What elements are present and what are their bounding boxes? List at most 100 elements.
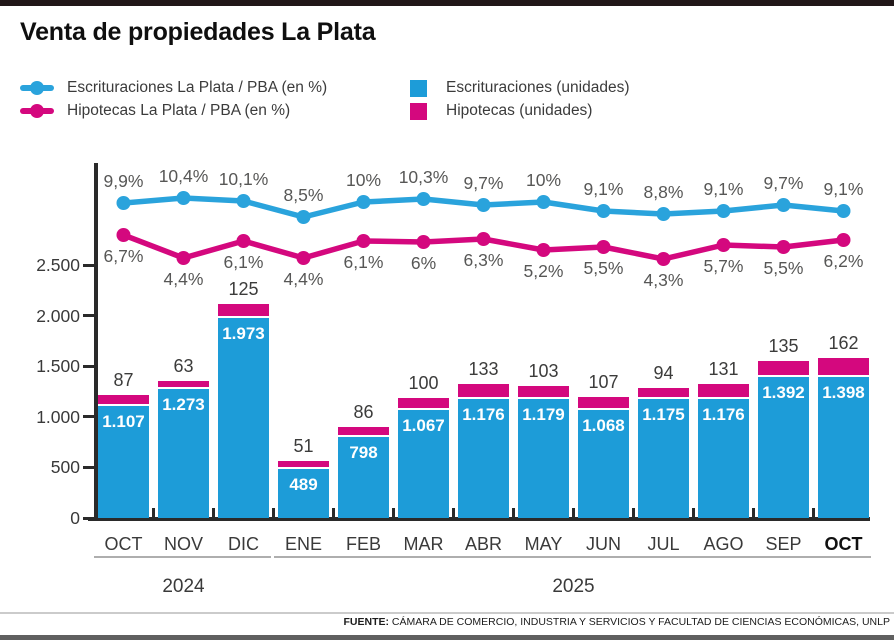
source-label: FUENTE: [343,616,389,628]
x-axis-tick [692,508,695,518]
year-label: 2024 [162,576,205,597]
line-point [296,210,311,224]
bar-hipotecas [578,397,629,410]
legend-item-hipotecas-units: Hipotecas (unidades) [410,99,592,123]
escrituraciones-pct-label: 9,7% [763,173,804,193]
bar-value-label: 798 [349,443,378,463]
month-label: MAY [524,534,563,554]
bar-escrituraciones [278,468,329,518]
x-axis-tick [332,508,335,518]
bar-value-label: 1.392 [762,383,805,403]
bar-value-label: 489 [289,474,318,494]
bar-hipotecas [98,395,149,406]
escrituraciones-pct-label: 9,7% [463,173,504,193]
source-note: FUENTE: CÁMARA DE COMERCIO, INDUSTRIA Y … [343,616,890,628]
bar-value-label: 1.179 [522,404,565,424]
line-point [656,207,671,221]
x-axis-tick [272,508,275,518]
line-point [716,238,731,252]
y-axis-tick [83,415,94,419]
bar-escrituraciones [578,409,629,518]
bar-hipotecas [398,397,449,410]
line-point [416,192,431,206]
line-point [536,195,551,209]
footer-divider [0,612,894,614]
y-axis-tick [83,314,94,318]
bar-hipotecas [518,386,569,399]
escrituraciones-pct-label: 9,1% [703,179,744,199]
hipotecas-count-label: 86 [353,401,374,422]
y-axis-tick [83,364,94,368]
bar-hipotecas [698,383,749,399]
year-group-underline [94,556,271,558]
line-point [476,198,491,212]
bar-hipotecas [638,387,689,400]
bar-hipotecas [218,303,269,319]
hipotecas-pct-label: 4,4% [283,269,324,289]
hipotecas-count-label: 103 [528,361,559,382]
bar-escrituraciones [218,318,269,518]
escrituraciones-pct-label: 9,9% [103,171,144,191]
year-label: 2025 [552,576,595,597]
line-point [116,228,131,242]
line-point [116,196,131,210]
legend-label: Hipotecas La Plata / PBA (en %) [67,102,291,119]
bar-escrituraciones [518,398,569,518]
magenta-square-marker-icon [410,102,427,120]
bar-hipotecas [818,358,869,377]
escrituraciones-pct-label: 8,8% [643,182,684,202]
y-axis-line [94,163,98,520]
line-point [536,243,551,257]
bar-hipotecas [458,383,509,399]
x-axis-line [88,517,870,521]
escrituraciones-pct-label: 10,3% [398,167,449,187]
line-point [836,233,851,247]
bar-value-label: 1.067 [402,416,445,436]
x-axis-tick [392,508,395,518]
line-point [656,252,671,266]
line-point [776,198,791,212]
month-label: JUL [647,534,680,554]
bar-escrituraciones [98,405,149,518]
y-axis-label: 1.500 [36,356,80,377]
y-axis-label: 2.000 [36,305,80,326]
legend-item-escrituraciones-units: Escrituraciones (unidades) [410,76,630,100]
bar-value-label: 1.175 [642,405,685,425]
line-point [296,251,311,265]
escrituraciones-pct-label: 10% [525,170,562,190]
hipotecas-pct-label: 6,1% [223,252,264,272]
line-point [776,240,791,254]
x-axis-tick [152,508,155,518]
hipotecas-count-label: 107 [588,372,619,393]
line-point [416,235,431,249]
line-point [176,191,191,205]
month-label: OCT [104,534,143,554]
hipotecas-pct-label: 6,1% [343,252,384,272]
x-axis-tick [512,508,515,518]
source-text: CÁMARA DE COMERCIO, INDUSTRIA Y SERVICIO… [391,616,890,628]
line-point [836,204,851,218]
line-point [476,232,491,246]
month-label: ABR [464,534,502,554]
bar-escrituraciones [398,410,449,518]
hipotecas-pct-label: 5,2% [523,261,564,281]
y-axis-tick [83,465,94,469]
bar-hipotecas [158,380,209,390]
hipotecas-count-label: 125 [228,278,259,299]
bar-escrituraciones [338,437,389,518]
hipotecas-pct-label: 6,2% [823,251,864,271]
legend-label: Escrituraciones (unidades) [446,79,630,96]
hipotecas-count-label: 51 [293,436,314,457]
hipotecas-pct-label: 6% [410,253,437,273]
bar-value-label: 1.273 [162,395,205,415]
page-title: Venta de propiedades La Plata [20,18,376,46]
hipotecas-count-label: 94 [653,362,674,383]
bar-escrituraciones [638,399,689,518]
month-label: NOV [163,534,203,554]
line-point [236,234,251,248]
hipotecas-pct-label: 6,7% [103,246,144,266]
bar-value-label: 1.973 [222,324,265,344]
bar-value-label: 1.068 [582,415,625,435]
